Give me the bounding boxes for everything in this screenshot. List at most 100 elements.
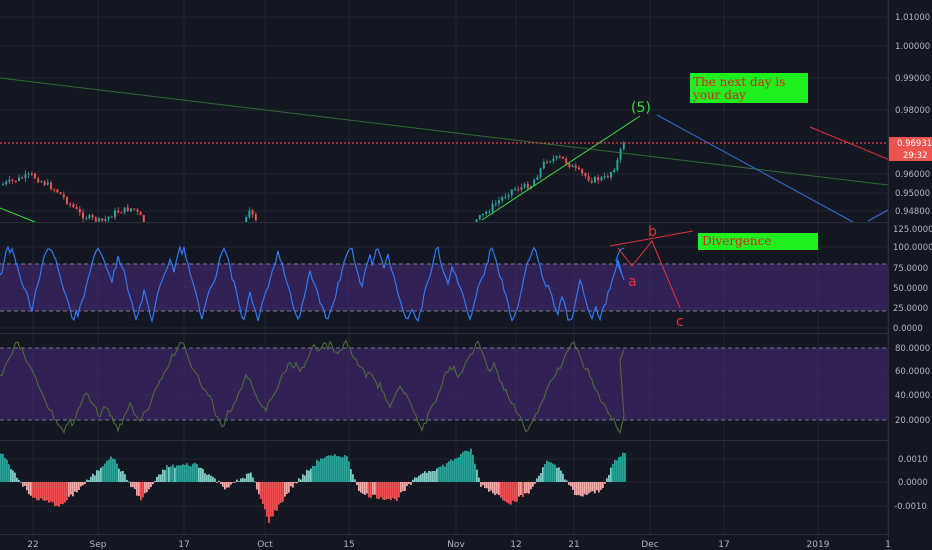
candle-body [117, 210, 120, 213]
abc-wave[interactable]: a b c [609, 224, 694, 330]
histogram-bar [620, 456, 622, 482]
candle-body [562, 156, 564, 159]
histogram-bar [396, 482, 398, 502]
candle-body [62, 194, 65, 198]
histogram-bar [64, 482, 66, 503]
histogram-bar [504, 482, 506, 501]
histogram-bar [262, 482, 264, 505]
histogram-bar [448, 461, 450, 482]
histogram-bar [144, 482, 146, 494]
histogram-bar [138, 482, 140, 497]
histogram-bar [494, 482, 496, 496]
abc-wave-line[interactable] [617, 240, 681, 309]
histogram-bar [326, 455, 328, 482]
time-axis-labels[interactable]: 22 Sep 17 Oct 15 Nov 12 21 Dec 17 2019 1 [27, 540, 891, 550]
histogram-panel[interactable] [0, 448, 626, 523]
candle-body [46, 182, 49, 185]
histogram-bar [10, 468, 12, 482]
divergence-box[interactable] [698, 233, 818, 250]
candle-body [594, 176, 596, 183]
histogram-bar [272, 482, 274, 517]
histogram-bar [438, 466, 440, 482]
histogram-bar [160, 474, 162, 482]
time-tick-label: 21 [568, 540, 579, 550]
short-trend-line[interactable] [0, 207, 36, 223]
candle-body [565, 158, 568, 164]
candle-body [498, 200, 500, 204]
histogram-bar [226, 482, 228, 488]
histogram-bar [46, 482, 48, 501]
histogram-bar [468, 451, 470, 482]
candle-body [53, 189, 56, 191]
candle-body [555, 156, 558, 159]
oscillator-2-tick-label: 80.0000 [895, 344, 930, 354]
histogram-bar [308, 470, 310, 482]
histogram-bar [566, 480, 568, 482]
histogram-bar [158, 474, 160, 482]
wave-5-line[interactable] [481, 115, 641, 221]
histogram-bar [150, 482, 152, 488]
note-line-1: The next day is [693, 75, 785, 89]
histogram-bar [96, 470, 98, 482]
histogram-bar [90, 476, 92, 482]
histogram-bar [618, 457, 620, 482]
histogram-bar [408, 482, 410, 484]
candle-body [501, 197, 504, 201]
histogram-bar [88, 480, 90, 482]
time-tick-label: 1 [885, 540, 891, 550]
candle-body [510, 189, 513, 196]
oscillator-2-panel[interactable] [0, 339, 888, 435]
histogram-bar [562, 473, 564, 482]
histogram-bar [102, 466, 104, 482]
oscillator-2-tick-label: 60.0000 [895, 367, 930, 377]
candle-body [123, 207, 126, 213]
histogram-bar [576, 482, 578, 496]
histogram-bar [204, 473, 206, 482]
time-tick-label: 15 [343, 540, 354, 550]
oscillator-1-panel[interactable]: a b c Divergence [0, 224, 888, 330]
histogram-bar [544, 464, 546, 482]
divergence-line[interactable] [609, 230, 694, 247]
histogram-bar [162, 469, 164, 482]
countdown-badge[interactable] [889, 149, 932, 161]
histogram-bar [0, 453, 2, 482]
histogram-bar [2, 454, 4, 482]
candle-body [126, 207, 129, 212]
histogram-bar [304, 475, 306, 482]
price-axis[interactable] [888, 0, 932, 550]
histogram-bar [194, 462, 196, 482]
wave-projection-line[interactable] [656, 114, 854, 223]
histogram-bar [336, 456, 338, 482]
price-panel[interactable]: (5) The next day is your day [0, 73, 891, 223]
candle-body [78, 209, 81, 213]
histogram-bar [26, 482, 28, 491]
histogram-bar [124, 474, 126, 482]
wave-projection-line-2[interactable] [867, 209, 889, 222]
histogram-bar [200, 467, 202, 482]
histogram-bar [390, 482, 392, 501]
oscillator-1-tick-label: 100.0000 [893, 243, 932, 253]
histogram-bar [224, 482, 226, 490]
histogram-bar [432, 471, 434, 482]
histogram-bar [538, 475, 540, 482]
candle-body [584, 173, 587, 177]
note-box[interactable] [690, 73, 808, 103]
histogram-bar [54, 482, 56, 507]
histogram-bar [14, 472, 16, 482]
histogram-bar [384, 482, 386, 500]
histogram-bar [52, 482, 54, 503]
last-price-badge[interactable] [889, 137, 932, 149]
candle-body [114, 210, 116, 218]
candle-body [94, 217, 97, 222]
histogram-bar [116, 463, 118, 482]
histogram-bar [526, 482, 528, 494]
histogram-bar [594, 482, 596, 494]
candle-body [478, 215, 481, 220]
histogram-bar [248, 473, 250, 482]
candle-body [40, 181, 43, 183]
candle-body [533, 179, 536, 187]
histogram-bar [596, 482, 598, 491]
long-trend-line[interactable] [0, 77, 889, 186]
candle-body [606, 176, 609, 178]
